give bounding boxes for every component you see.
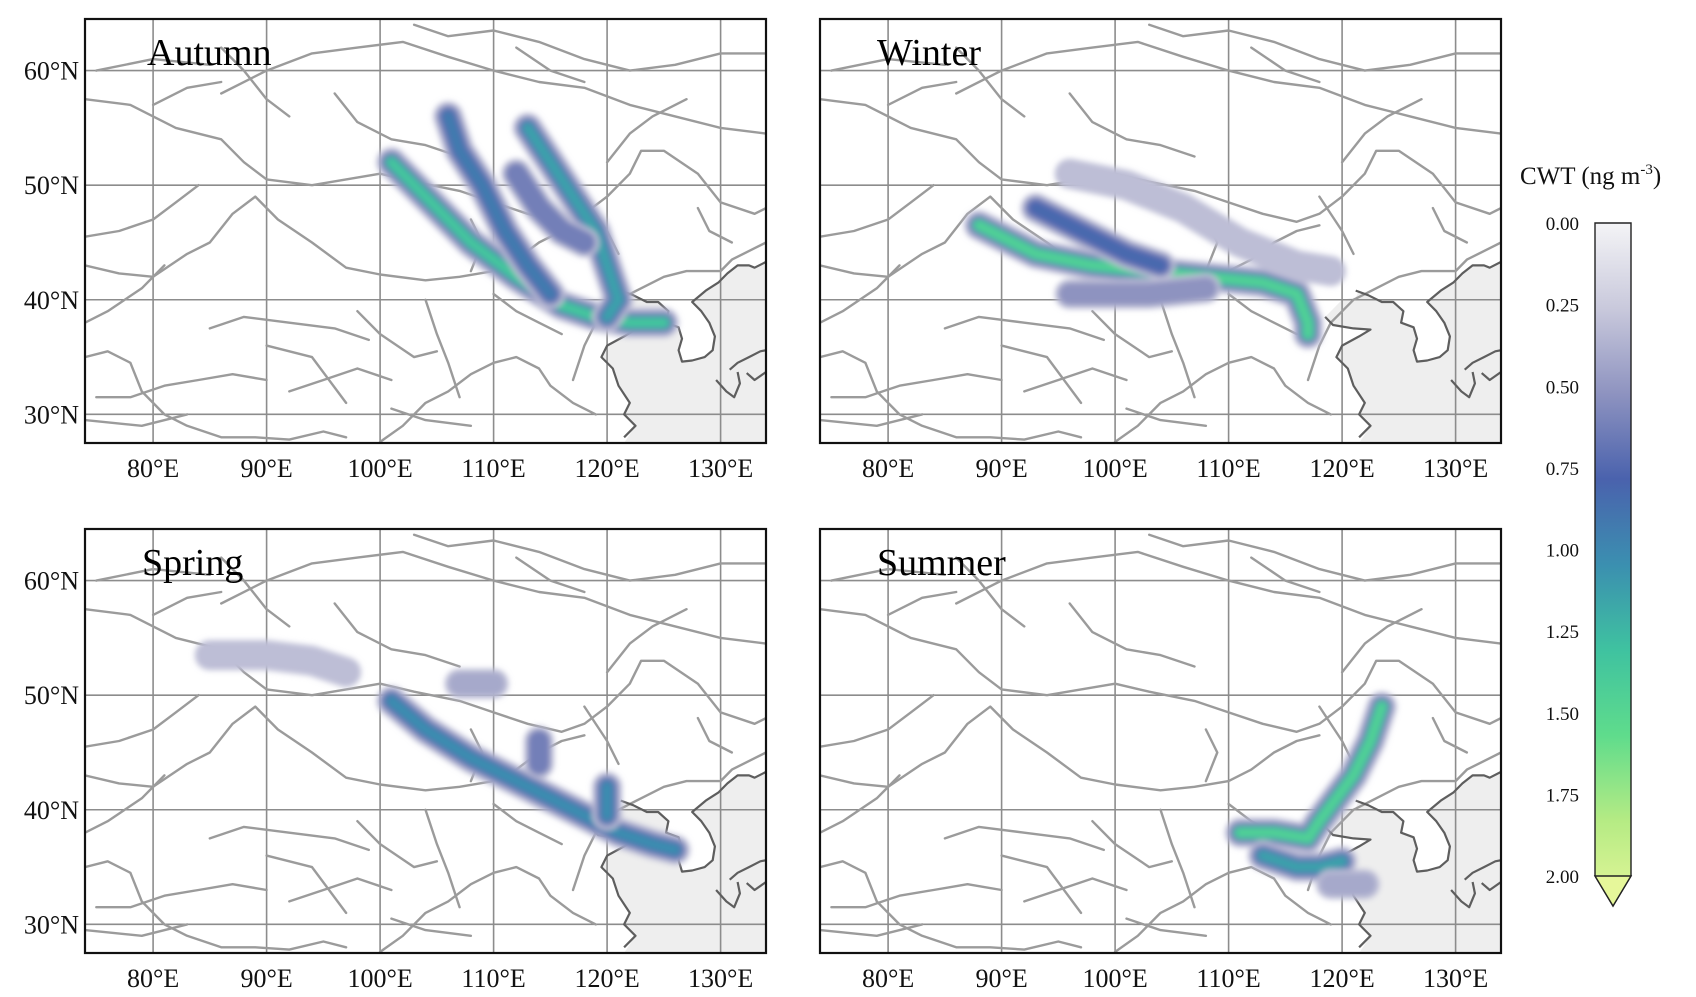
lon-tick-label: 110°E <box>461 964 525 993</box>
lon-tick-label: 110°E <box>461 454 525 483</box>
panel-title: Winter <box>877 32 981 74</box>
map-panel-autumn: Autumn 80°E 90°E 100°E 110°E 120°E 130°E 60°N 50… <box>24 17 768 483</box>
cwt-track <box>1058 277 1217 305</box>
panel-frame <box>83 527 768 955</box>
cwt-track <box>512 170 588 246</box>
cwt-track <box>387 697 679 854</box>
lat-tick-label: 40°N <box>24 796 79 825</box>
cwt-track <box>1054 158 1346 287</box>
coastlines <box>1324 260 1501 439</box>
cwt-track <box>194 640 362 688</box>
lon-tick-label: 110°E <box>1196 964 1260 993</box>
colorbar-tick-label: 0.50 <box>1546 377 1579 398</box>
map-panel-summer: Summer 80°E 90°E 100°E 110°E 120°E 130°E <box>818 527 1503 993</box>
panel-title: Spring <box>142 542 243 584</box>
panel-title: Autumn <box>147 32 272 74</box>
panel-frame <box>818 527 1503 955</box>
panel-frame <box>818 17 1503 445</box>
cwt-field <box>1225 691 1397 900</box>
lon-tick-label: 100°E <box>347 454 412 483</box>
lon-tick-label: 90°E <box>975 964 1027 993</box>
colorbar-tick-label: 0.25 <box>1546 296 1579 317</box>
colorbar-tick-label: 1.75 <box>1546 785 1579 806</box>
lat-tick-label: 30°N <box>24 910 79 939</box>
lon-tick-label: 100°E <box>1082 454 1147 483</box>
colorbar-title: CWT (ng m-3) <box>1520 162 1661 190</box>
lon-tick-label: 120°E <box>574 964 639 993</box>
lat-tick-label: 30°N <box>24 400 79 429</box>
cwt-track <box>1032 204 1164 269</box>
cwt-track <box>524 124 622 321</box>
colorbar-tick-label: 1.00 <box>1546 541 1579 562</box>
map-panel-winter: Winter 80°E 90°E 100°E 110°E 120°E 130°E <box>818 17 1503 483</box>
lon-tick-label: 120°E <box>574 454 639 483</box>
colorbar-extend-max <box>1593 875 1633 908</box>
lon-tick-label: 100°E <box>1082 964 1147 993</box>
cwt-field <box>376 101 679 338</box>
colorbar-ramp <box>1594 222 1632 908</box>
colorbar-tick-label: 1.50 <box>1546 704 1579 725</box>
colorbar: 0.00 0.25 0.50 0.75 1.00 1.25 1.50 1.75 2.00 CWT … <box>1520 162 1661 908</box>
colorbar-tick-label: 0.75 <box>1546 459 1579 480</box>
lon-tick-label: 90°E <box>240 964 292 993</box>
lon-tick-label: 130°E <box>688 964 753 993</box>
lon-tick-label: 130°E <box>688 454 753 483</box>
map-panel-spring: Spring 80°E 90°E 100°E 110°E 120°E 130°E 60°N 50… <box>24 527 768 993</box>
lon-tick-label: 100°E <box>347 964 412 993</box>
lon-tick-label: 90°E <box>975 454 1027 483</box>
lat-tick-label: 40°N <box>24 286 79 315</box>
lon-tick-label: 80°E <box>127 964 179 993</box>
colorbar-tick-label: 1.25 <box>1546 622 1579 643</box>
lon-tick-label: 110°E <box>1196 454 1260 483</box>
lat-tick-label: 60°N <box>24 567 79 596</box>
panel-title: Summer <box>877 542 1006 584</box>
sea-area <box>1325 261 1501 443</box>
cwt-track <box>444 112 554 298</box>
lon-tick-label: 90°E <box>240 454 292 483</box>
lon-tick-label: 120°E <box>1309 454 1374 483</box>
lon-tick-label: 130°E <box>1423 454 1488 483</box>
colorbar-tick-label: 2.00 <box>1546 867 1579 888</box>
lon-tick-label: 80°E <box>862 964 914 993</box>
colorbar-tick-label: 0.00 <box>1546 214 1579 235</box>
cwt-field <box>194 640 691 865</box>
sea-area <box>590 261 766 443</box>
lat-tick-label: 50°N <box>24 171 79 200</box>
cwt-track <box>1259 852 1346 871</box>
sea-area <box>1325 771 1501 953</box>
lon-tick-label: 120°E <box>1309 964 1374 993</box>
lon-tick-label: 130°E <box>1423 964 1488 993</box>
cwt-field <box>963 158 1346 350</box>
lat-tick-label: 50°N <box>24 681 79 710</box>
panel-frame <box>83 17 768 445</box>
lon-tick-label: 80°E <box>862 454 914 483</box>
lon-tick-label: 80°E <box>127 454 179 483</box>
cwt-track <box>1236 703 1386 842</box>
lat-tick-label: 60°N <box>24 57 79 86</box>
